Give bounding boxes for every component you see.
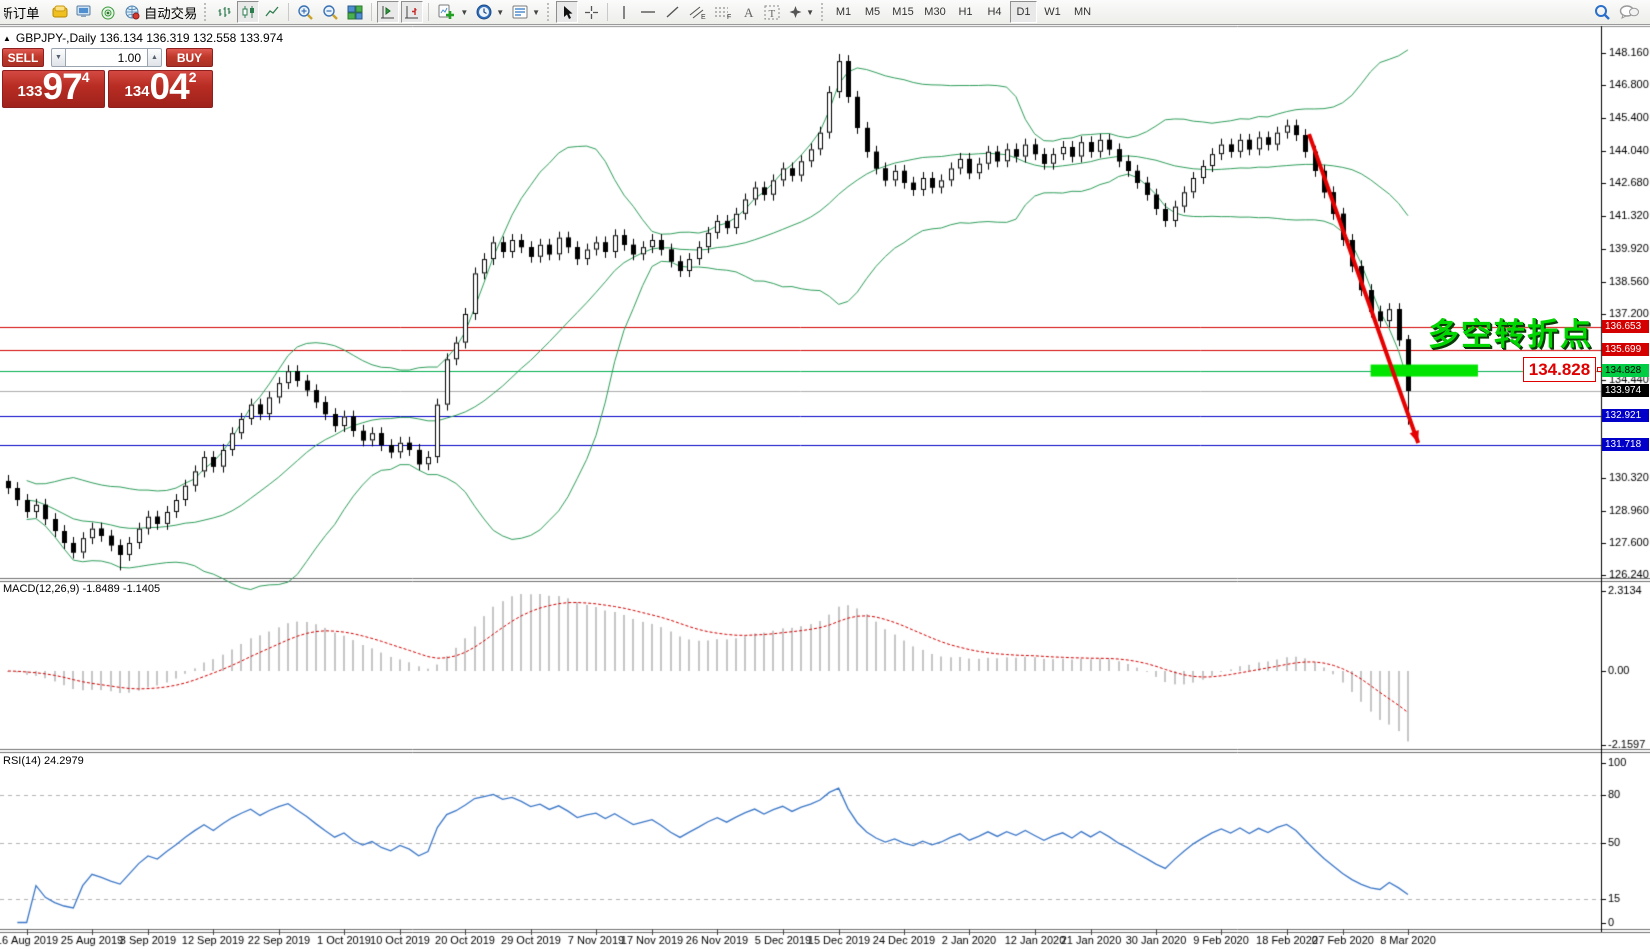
volume-increase-button[interactable]: ▲ — [147, 48, 162, 67]
fibonacci-tool-button[interactable]: F — [711, 1, 735, 23]
toolbar-separator — [204, 3, 209, 21]
arrows-tool-button[interactable]: ▼ — [785, 1, 817, 23]
timeframe-m30-button[interactable]: M30 — [920, 1, 950, 23]
toolbar-separator — [288, 3, 290, 21]
chart-shift-button[interactable] — [401, 1, 424, 23]
svg-text:T: T — [769, 8, 776, 20]
timeframe-h1-button[interactable]: H1 — [952, 1, 979, 23]
toolbar-separator — [428, 3, 430, 21]
cursor-tool-button[interactable] — [556, 1, 579, 23]
price-callout-box: 134.828 — [1523, 357, 1596, 382]
svg-text:E: E — [701, 14, 706, 20]
timeframe-m5-button[interactable]: M5 — [859, 1, 886, 23]
chevron-down-icon: ▼ — [532, 7, 541, 17]
buy-price-sup: 2 — [188, 69, 197, 85]
price-level-badge: 134.828 — [1602, 364, 1649, 377]
autotrading-label: 自动交易 — [144, 5, 198, 21]
candlestick-chart-type-button[interactable] — [237, 1, 260, 23]
chart-symbol-marker-icon: ▲ — [3, 33, 11, 43]
volume-input[interactable] — [66, 48, 147, 67]
sell-price-panel[interactable]: 133 97 4 — [2, 66, 105, 108]
text-label-tool-button[interactable]: T — [761, 1, 783, 23]
toolbar-separator — [607, 3, 609, 21]
zoom-in-button[interactable] — [294, 1, 317, 23]
terminal-monitor-icon[interactable] — [73, 1, 95, 23]
turning-point-annotation: 多空转折点 — [1428, 317, 1593, 352]
price-level-badge: 132.921 — [1602, 409, 1649, 422]
search-icon[interactable] — [1591, 1, 1614, 23]
chat-icon[interactable] — [1616, 1, 1642, 23]
sell-price-small: 133 — [17, 83, 43, 100]
autotrading-button[interactable]: 自动交易 — [121, 1, 200, 23]
timeframe-mn-button[interactable]: MN — [1068, 1, 1097, 23]
price-level-badge: 135.699 — [1602, 343, 1649, 356]
toolbar-separator — [547, 3, 552, 21]
timeframe-m15-button[interactable]: M15 — [888, 1, 918, 23]
buy-button[interactable]: BUY — [166, 48, 213, 67]
chart-title: ▲ GBPJPY-,Daily 136.134 136.319 132.558 … — [3, 31, 283, 45]
bar-chart-type-button[interactable] — [213, 1, 235, 23]
trendline-tool-button[interactable] — [661, 1, 683, 23]
buy-price-small: 134 — [124, 83, 150, 100]
timeframe-w1-button[interactable]: W1 — [1039, 1, 1066, 23]
sell-button[interactable]: SELL — [2, 48, 44, 67]
macd-label: MACD(12,26,9) -1.8489 -1.1405 — [3, 583, 161, 595]
toolbar-separator — [371, 3, 373, 21]
yellow-doc-icon[interactable] — [49, 1, 71, 23]
current-price-badge: 133.974 — [1602, 384, 1649, 397]
svg-text:F: F — [727, 14, 731, 20]
line-chart-type-button[interactable] — [261, 1, 283, 23]
svg-text:A: A — [744, 5, 754, 19]
callout-anchor-square — [1597, 367, 1602, 372]
auto-scroll-button[interactable] — [377, 1, 400, 23]
rsi-label: RSI(14) 24.2979 — [3, 755, 84, 767]
horizontal-line-tool-button[interactable] — [637, 1, 659, 23]
vertical-line-tool-button[interactable] — [613, 1, 635, 23]
zoom-out-button[interactable] — [319, 1, 342, 23]
template-button[interactable]: ▼ — [509, 1, 543, 23]
chevron-down-icon: ▼ — [460, 7, 469, 17]
equidistant-channel-tool-button[interactable]: E — [685, 1, 709, 23]
timeframe-h4-button[interactable]: H4 — [981, 1, 1008, 23]
chart-title-text: GBPJPY-,Daily 136.134 136.319 132.558 13… — [15, 31, 284, 45]
sell-price-big: 97 — [42, 66, 83, 107]
new-order-label: 新订单 — [4, 5, 40, 21]
timeframe-m1-button[interactable]: M1 — [830, 1, 857, 23]
sell-price-sup: 4 — [81, 69, 90, 85]
main-toolbar: 新订单 自动交易 — [0, 0, 1650, 25]
timeframe-d1-button[interactable]: D1 — [1010, 1, 1037, 23]
add-indicator-button[interactable]: ▼ — [434, 1, 471, 23]
radar-icon[interactable] — [97, 1, 119, 23]
buy-price-big: 04 — [149, 66, 190, 107]
new-order-button[interactable]: 新订单 — [1, 1, 47, 23]
price-level-badge: 136.653 — [1602, 320, 1649, 333]
tile-windows-button[interactable] — [344, 1, 366, 23]
crosshair-tool-button[interactable] — [580, 1, 602, 23]
chevron-down-icon: ▼ — [496, 7, 505, 17]
buy-price-panel[interactable]: 134 04 2 — [108, 66, 213, 108]
chevron-down-icon: ▼ — [806, 7, 814, 17]
price-level-badge: 131.718 — [1602, 438, 1649, 451]
period-clock-button[interactable]: ▼ — [473, 1, 507, 23]
volume-decrease-button[interactable]: ▼ — [51, 48, 66, 67]
text-tool-button[interactable]: A — [737, 1, 759, 23]
toolbar-separator — [821, 3, 826, 21]
